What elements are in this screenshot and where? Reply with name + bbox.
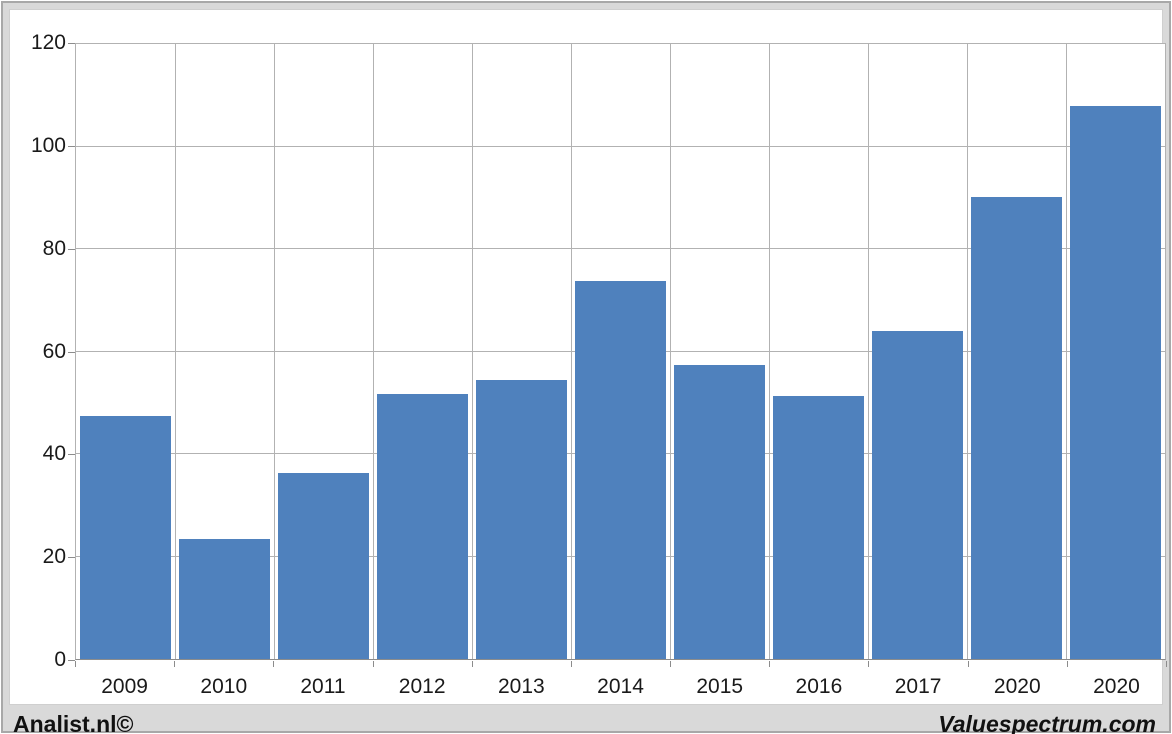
- x-tick-mark-2: [273, 661, 275, 667]
- x-tick-mark-3: [372, 661, 374, 667]
- x-tick-mark-11: [1166, 661, 1167, 667]
- x-axis-labels: 2009 2010 2011 2012 2013 2014 2015 2016 2017 2020…: [75, 673, 1166, 701]
- bar-cell-2010: [175, 44, 274, 659]
- x-tick-mark-6: [670, 661, 672, 667]
- y-tick-label-60: 60: [42, 339, 66, 363]
- x-tick-mark-7: [769, 661, 771, 667]
- bar-cell-2016: [769, 44, 868, 659]
- y-tick-mark-120: [68, 43, 75, 44]
- y-tick-mark-40: [68, 454, 75, 456]
- x-tick-label-6-2015: 2015: [696, 675, 744, 698]
- y-tick-label-40: 40: [42, 442, 66, 466]
- x-tick-mark-8: [868, 661, 870, 667]
- y-tick-mark-20: [68, 557, 75, 559]
- bar-series: [76, 44, 1165, 659]
- y-tick-label-120: 120: [30, 31, 66, 54]
- bar-2017-8: [872, 330, 963, 659]
- y-tick-mark-0: [68, 660, 75, 661]
- plot-area: [75, 43, 1166, 660]
- x-tick-label-1-2010: 2010: [200, 675, 248, 698]
- footer-right-brand: Valuespectrum.com: [938, 711, 1156, 734]
- gridline-x-3: [373, 44, 374, 659]
- gridline-x-6: [670, 44, 671, 659]
- gridline-y-100: [76, 145, 1165, 147]
- bar-cell-2011: [274, 44, 373, 659]
- x-tick-mark-5: [570, 661, 572, 667]
- bar-cell-2020: [967, 44, 1066, 659]
- gridline-x-7: [769, 44, 770, 659]
- y-tick-mark-60: [68, 351, 75, 353]
- x-tick-label-4-2013: 2013: [497, 675, 545, 698]
- bar-2020-10: [1070, 105, 1161, 659]
- x-tick-label-5-2014: 2014: [597, 675, 644, 698]
- x-tick-mark-10: [1066, 661, 1068, 667]
- bar-2014-5: [575, 280, 666, 659]
- x-tick-label-3-2012: 2012: [398, 675, 446, 698]
- x-tick-label-7-2016: 2016: [795, 675, 843, 698]
- bar-2010-1: [179, 538, 270, 659]
- x-tick-label-0-2009: 2009: [101, 675, 148, 698]
- bar-cell-2009: [76, 44, 175, 659]
- bar-2016-7: [773, 396, 864, 659]
- x-tick-label-10-2020: 2020: [1093, 675, 1140, 698]
- y-tick-mark-100: [68, 145, 75, 147]
- bar-2012-3: [377, 393, 468, 659]
- bar-2015-6: [674, 364, 765, 659]
- bar-2013-4: [476, 380, 567, 659]
- bar-cell-2013: [472, 44, 571, 659]
- x-tick-mark-4: [471, 661, 473, 667]
- x-tick-mark-0: [75, 661, 76, 667]
- gridline-x-1: [175, 44, 176, 659]
- x-tick-label-8-2017: 2017: [894, 675, 942, 698]
- bar-cell-2012: [373, 44, 472, 659]
- bar-2009-0: [80, 415, 171, 659]
- bar-2011-2: [278, 472, 369, 659]
- gridline-x-2: [274, 44, 275, 659]
- y-tick-label-80: 80: [42, 236, 66, 260]
- y-tick-label-100: 100: [30, 133, 66, 157]
- bar-cell-2017: [868, 44, 967, 659]
- bar-cell-2020: [1066, 44, 1165, 659]
- x-tick-mark-1: [174, 661, 176, 667]
- x-tick-label-9-2020: 2020: [993, 675, 1041, 698]
- y-tick-mark-80: [68, 248, 75, 250]
- gridline-y-80: [76, 248, 1165, 249]
- x-tick-label-2-2011: 2011: [300, 675, 346, 698]
- bar-cell-2015: [670, 44, 769, 659]
- gridline-x-5: [571, 44, 572, 659]
- y-tick-label-0: 0: [54, 648, 66, 671]
- y-tick-label-20: 20: [42, 545, 66, 569]
- gridline-x-9: [967, 44, 968, 659]
- x-tick-mark-9: [967, 661, 969, 667]
- gridline-x-10: [1066, 44, 1067, 659]
- bar-2020-9: [971, 196, 1062, 659]
- gridline-x-8: [868, 44, 869, 659]
- bar-cell-2014: [571, 44, 670, 659]
- chart-canvas: 0 20 40 60 80 100 120 2009 2010 2011 2012 2013 2014…: [9, 9, 1167, 734]
- footer-left-brand: Analist.nl©: [13, 711, 134, 734]
- gridline-x-4: [472, 44, 473, 659]
